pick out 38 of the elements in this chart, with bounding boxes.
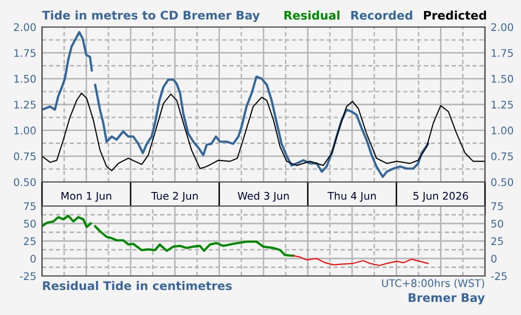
text: UTC+8:00hrs (WST) [382,279,484,288]
line-series [42,92,485,172]
y2-tick-label: 1.75 [492,49,513,57]
y-tick-label: 0.50 [14,178,36,186]
y-tick-label: 25 [24,237,36,246]
y2-tick-label: 1.50 [492,74,514,83]
y-tick-label: 1.25 [14,100,36,109]
text: Residual [284,10,340,20]
x-tick-label: Wed 3 Jun [238,192,289,202]
y2-tick-label: 0 [491,254,496,263]
y2-tick-label: 25 [491,237,503,246]
y2-tick-label: 50 [491,220,504,228]
y2-tick-label: 0.50 [491,178,514,186]
y-tick-label: 1.75 [14,49,36,57]
y-tick-label: 1.00 [14,126,36,134]
y2-tick-label: -25 [491,272,507,280]
y-tick-label: 0.75 [14,152,36,160]
y2-tick-label: 75 [491,202,503,210]
text: Bremer Bay [408,293,485,304]
x-tick-label: 5 Jun 2026 [413,192,468,202]
x-tick-label: Mon 1 Jun [62,192,112,202]
y-tick-label: 75 [24,202,36,210]
y-tick-label: 0 [30,254,36,263]
y2-tick-label: 1.25 [492,100,513,109]
chart-title: Tide in metres to CD Bremer Bay [42,10,260,22]
text: Recorded [351,10,412,20]
x-tick-label: Thu 4 Jun [328,192,376,202]
text: Residual Tide in centimetres [43,281,232,290]
y-tick-label: -25 [20,272,36,280]
y-tick-label: 1.50 [14,74,36,83]
x-tick-label: Tue 2 Jun [151,192,198,202]
y2-tick-label: 0.75 [491,152,513,160]
text: Predicted [424,10,486,20]
line-series [292,255,429,266]
y2-tick-label: 2.00 [491,23,514,32]
y2-tick-label: 1.00 [492,126,514,134]
y-tick-label: 2.00 [14,23,36,32]
y-tick-label: 50 [24,220,36,228]
